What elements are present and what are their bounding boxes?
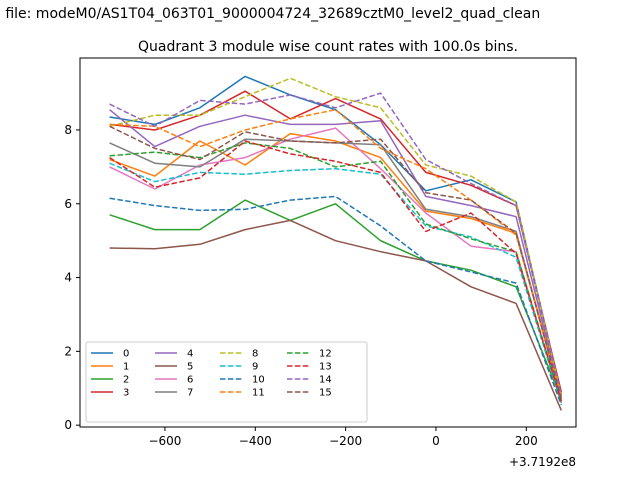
y-tick-label: 4 [64,271,72,285]
legend-box [85,341,368,423]
x-tick-label: 200 [515,434,538,448]
legend-label-5: 5 [187,362,193,373]
series-line-8 [109,77,563,396]
axes-frame [79,57,577,428]
legend-label-11: 11 [252,388,265,399]
y-tick-label: 8 [64,123,72,137]
chart-title: Quadrant 3 module wise count rates with … [138,39,518,55]
x-tick-label: −400 [239,434,272,448]
series-line-14 [109,92,563,396]
legend-label-12: 12 [319,349,332,360]
series-line-3 [109,90,563,393]
y-axis-ticks: 0 2 4 6 8 [64,123,80,432]
y-tick-label: 0 [64,418,72,432]
legend-label-15: 15 [319,388,332,399]
x-axis-offset-label: +3.7192e8 [509,455,576,469]
series-line-0 [109,75,563,394]
legend-label-4: 4 [187,349,193,360]
x-axis-ticks: −600 −400 −200 0 200 [148,427,538,448]
legend-label-3: 3 [123,388,129,399]
legend-label-10: 10 [252,375,265,386]
series-line-6 [109,127,563,404]
series-line-4 [109,109,563,398]
x-tick-label: −600 [148,434,181,448]
legend-label-2: 2 [123,375,129,386]
legend-label-1: 1 [123,362,129,373]
series-line-1 [109,132,563,396]
legend-label-8: 8 [252,349,258,360]
chart-suptitle: n file: modeM0/AS1T04_063T01_9000004724_… [0,6,540,22]
x-tick-label: −200 [329,434,362,448]
legend-label-7: 7 [187,388,193,399]
series-line-10 [109,195,563,406]
legend-label-9: 9 [252,362,258,373]
y-tick-label: 6 [64,197,72,211]
legend-label-13: 13 [319,362,332,373]
series-line-2 [109,199,562,400]
legend-label-6: 6 [187,375,193,386]
legend-label-0: 0 [123,349,129,360]
series-lines [109,75,563,411]
series-line-5 [109,219,562,411]
legend-label-14: 14 [319,375,332,386]
y-tick-label: 2 [64,344,72,358]
x-tick-label: 0 [432,434,440,448]
series-line-15 [109,125,563,400]
